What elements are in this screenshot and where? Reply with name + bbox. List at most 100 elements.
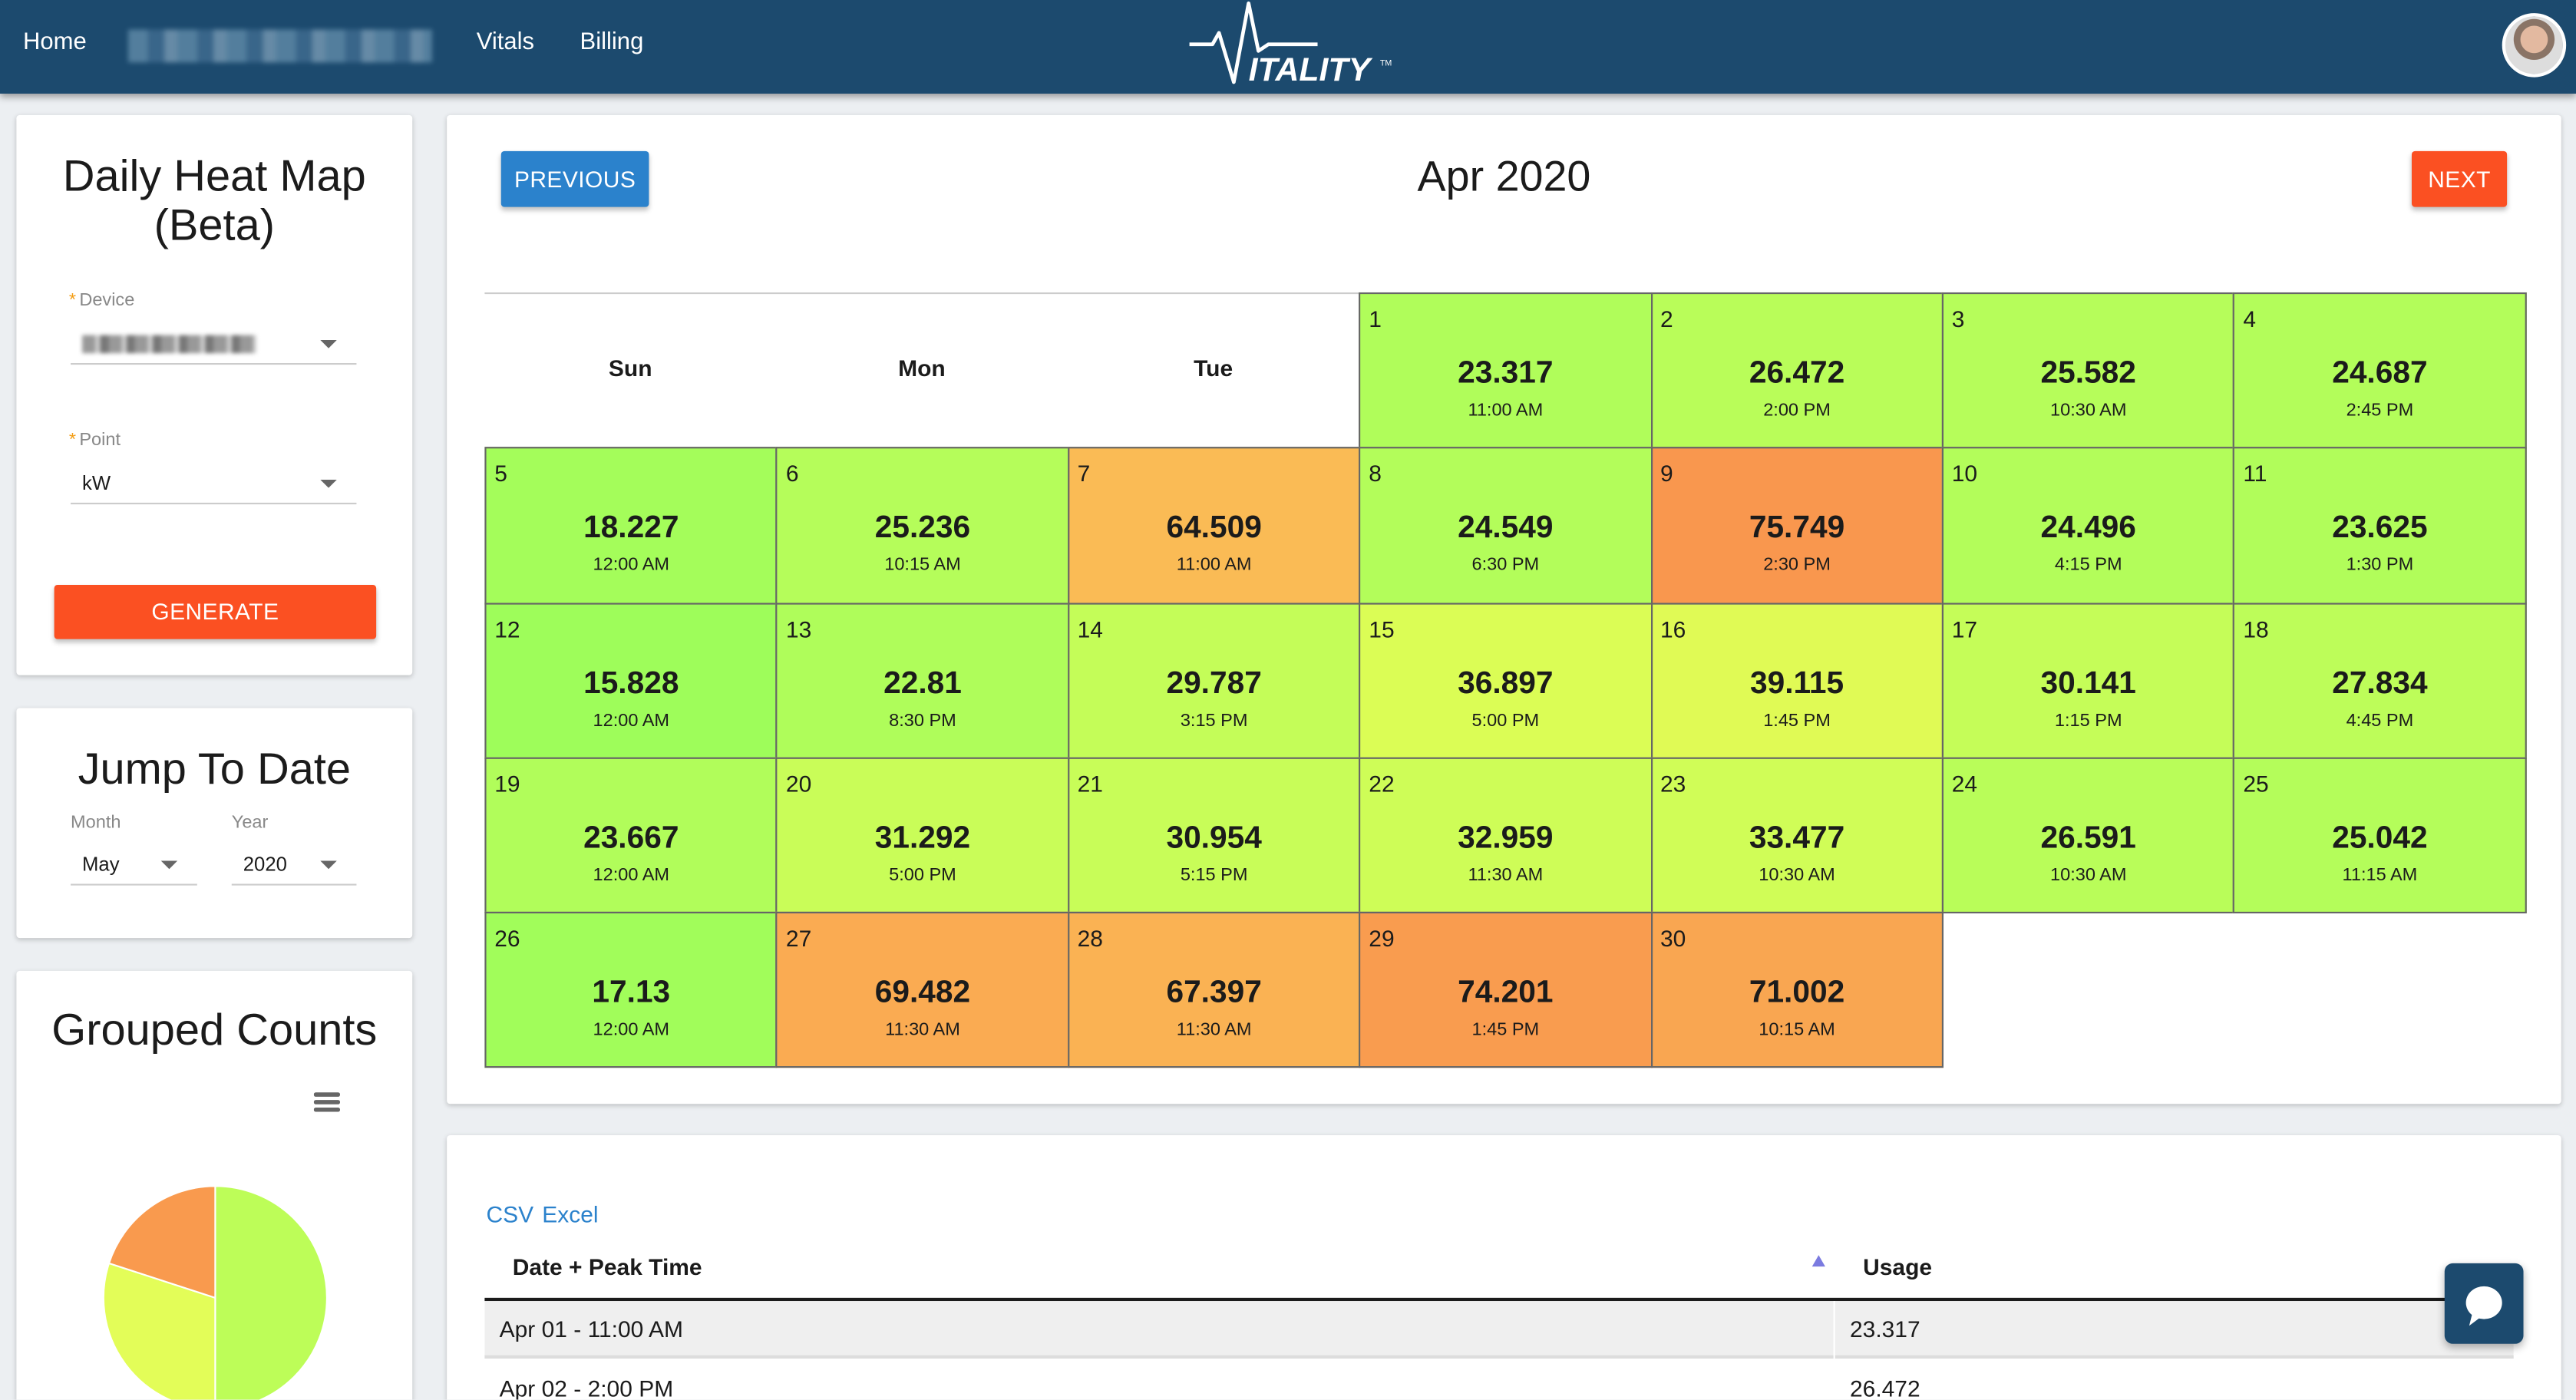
calendar-day-cell[interactable]: 14 29.787 3:15 PM — [1067, 602, 1361, 759]
calendar-day-cell[interactable]: 1 23.317 11:00 AM — [1359, 292, 1653, 449]
table-header-divider — [484, 1297, 2514, 1302]
device-select[interactable] — [71, 322, 357, 365]
day-number: 24 — [1951, 770, 1978, 797]
nav-home-link[interactable]: Home — [22, 29, 87, 56]
chevron-down-icon — [320, 860, 337, 870]
day-peak-value: 31.292 — [874, 821, 971, 856]
calendar-day-cell[interactable]: 19 23.667 12:00 AM — [484, 757, 778, 914]
heatmap-form-title: Daily Heat Map (Beta) — [62, 150, 366, 250]
day-peak-time: 11:00 AM — [1468, 401, 1544, 421]
day-peak-value: 69.482 — [874, 976, 971, 1011]
pie-slice[interactable] — [214, 1185, 328, 1400]
day-number: 15 — [1369, 615, 1395, 642]
day-peak-time: 5:00 PM — [1471, 710, 1540, 731]
calendar-day-cell[interactable]: 18 27.834 4:45 PM — [2233, 602, 2527, 759]
day-peak-value: 27.834 — [2332, 666, 2428, 702]
calendar-day-cell[interactable]: 5 18.227 12:00 AM — [484, 447, 778, 604]
calendar-day-cell[interactable]: 17 30.141 1:15 PM — [1941, 602, 2235, 759]
user-avatar[interactable] — [2502, 13, 2567, 78]
pie-slice[interactable] — [107, 1185, 216, 1299]
calendar-day-cell[interactable]: 6 25.236 10:15 AM — [776, 447, 1069, 604]
day-peak-time: 10:30 AM — [1759, 865, 1835, 886]
generate-button[interactable]: GENERATE — [54, 584, 377, 639]
day-number: 25 — [2243, 770, 2269, 797]
row-date-cell: Apr 02 - 2:00 PM — [499, 1375, 674, 1400]
calendar-day-cell[interactable]: 7 64.509 11:00 AM — [1067, 447, 1361, 604]
vitality-logo[interactable]: ITALITY TM — [1186, 0, 1399, 92]
calendar-day-cell[interactable]: 12 15.828 12:00 AM — [484, 602, 778, 759]
calendar-day-cell[interactable]: 11 23.625 1:30 PM — [2233, 447, 2527, 604]
day-peak-value: 23.667 — [583, 821, 679, 856]
calendar-day-cell[interactable]: 29 74.201 1:45 PM — [1359, 912, 1653, 1069]
day-peak-time: 2:00 PM — [1763, 401, 1831, 421]
year-select[interactable]: 2020 — [231, 843, 357, 886]
top-navbar: Home Vitals Billing ITALITY TM — [0, 0, 2576, 94]
day-peak-value: 74.201 — [1458, 976, 1554, 1011]
day-number: 2 — [1660, 305, 1673, 332]
calendar-day-cell[interactable]: 15 36.897 5:00 PM — [1359, 602, 1653, 759]
csv-export-link[interactable]: CSV — [486, 1200, 534, 1227]
day-peak-time: 1:45 PM — [1763, 710, 1831, 731]
calendar-day-cell[interactable]: 20 31.292 5:00 PM — [776, 757, 1069, 914]
day-number: 14 — [1077, 615, 1103, 642]
calendar-day-cell[interactable]: 26 17.13 12:00 AM — [484, 912, 778, 1069]
grouped-counts-card: Grouped Counts — [16, 970, 413, 1400]
day-peak-time: 8:30 PM — [889, 710, 956, 731]
day-peak-time: 1:15 PM — [2054, 710, 2122, 731]
calendar-day-cell[interactable]: 9 75.749 2:30 PM — [1650, 447, 1944, 604]
day-number: 8 — [1369, 460, 1382, 487]
day-number: 27 — [785, 925, 812, 952]
column-header-date[interactable]: Date + Peak Time — [512, 1253, 702, 1280]
calendar-day-cell[interactable]: 16 39.115 1:45 PM — [1650, 602, 1944, 759]
heatmap-form-card: Daily Heat Map (Beta) * Device * Point kW … — [16, 114, 413, 675]
calendar-day-cell[interactable]: 3 25.582 10:30 AM — [1941, 292, 2235, 449]
column-header-usage[interactable]: Usage — [1863, 1253, 1933, 1280]
month-label: Month — [71, 813, 121, 834]
day-peak-time: 10:30 AM — [2050, 401, 2127, 421]
calendar-day-cell[interactable]: 10 24.496 4:15 PM — [1941, 447, 2235, 604]
day-peak-time: 4:45 PM — [2346, 710, 2414, 731]
day-number: 21 — [1077, 770, 1103, 797]
pie-slice[interactable] — [102, 1262, 216, 1400]
day-number: 4 — [2243, 305, 2257, 332]
previous-month-button[interactable]: PREVIOUS — [500, 150, 649, 207]
calendar-day-cell[interactable]: 4 24.687 2:45 PM — [2233, 292, 2527, 449]
day-peak-time: 11:15 AM — [2342, 865, 2418, 886]
day-number: 3 — [1951, 305, 1965, 332]
nav-billing-link[interactable]: Billing — [580, 29, 644, 56]
calendar-day-cell[interactable]: 2 26.472 2:00 PM — [1650, 292, 1944, 449]
day-number: 6 — [785, 460, 799, 487]
calendar-day-cell[interactable]: 23 33.477 10:30 AM — [1650, 757, 1944, 914]
calendar-day-cell[interactable]: 28 67.397 11:30 AM — [1067, 912, 1361, 1069]
day-peak-value: 75.749 — [1749, 511, 1845, 546]
nav-vitals-link[interactable]: Vitals — [476, 29, 535, 56]
calendar-day-cell[interactable]: 8 24.549 6:30 PM — [1359, 447, 1653, 604]
day-peak-value: 24.549 — [1458, 511, 1554, 546]
day-peak-value: 24.687 — [2332, 356, 2428, 391]
calendar-day-cell[interactable]: 27 69.482 11:30 AM — [776, 912, 1069, 1069]
calendar-day-cell[interactable]: 24 26.591 10:30 AM — [1941, 757, 2235, 914]
calendar-day-cell[interactable]: 30 71.002 10:15 AM — [1650, 912, 1944, 1069]
excel-export-link[interactable]: Excel — [542, 1200, 599, 1227]
day-peak-value: 26.591 — [2040, 821, 2136, 856]
chat-button[interactable] — [2444, 1263, 2524, 1344]
nav-redacted-link[interactable] — [127, 29, 432, 63]
calendar-day-cell[interactable]: 22 32.959 11:30 AM — [1359, 757, 1653, 914]
hamburger-menu-icon[interactable] — [313, 1091, 341, 1114]
next-month-button[interactable]: NEXT — [2411, 150, 2508, 207]
device-value-redacted — [82, 335, 256, 354]
row-usage-cell: 23.317 — [1849, 1316, 1920, 1342]
calendar-day-cell[interactable]: 21 30.954 5:15 PM — [1067, 757, 1361, 914]
month-select[interactable]: May — [71, 843, 197, 886]
chevron-down-icon — [320, 479, 337, 488]
calendar-day-cell[interactable]: 13 22.81 8:30 PM — [776, 602, 1069, 759]
grouped-counts-title: Grouped Counts — [51, 1005, 378, 1055]
table-row[interactable] — [484, 1301, 2514, 1359]
point-select[interactable]: kW — [71, 461, 357, 505]
calendar-day-cell[interactable]: 25 25.042 11:15 AM — [2233, 757, 2527, 914]
day-peak-value: 18.227 — [583, 511, 679, 546]
sort-ascending-icon[interactable] — [1811, 1255, 1825, 1267]
day-peak-value: 67.397 — [1166, 976, 1262, 1011]
chevron-down-icon — [320, 340, 337, 348]
